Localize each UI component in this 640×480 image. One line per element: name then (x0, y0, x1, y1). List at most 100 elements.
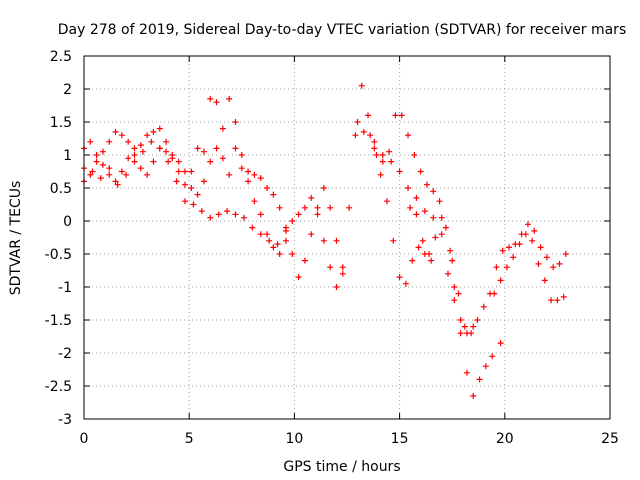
data-point (392, 112, 399, 119)
series-arc-6 (407, 204, 477, 337)
data-point (93, 158, 100, 165)
data-point (396, 274, 403, 281)
data-point (175, 158, 182, 165)
data-point (207, 158, 214, 165)
data-point (245, 178, 252, 185)
data-point (398, 112, 405, 119)
data-point (386, 148, 393, 155)
data-point (476, 376, 483, 383)
data-point (224, 208, 231, 215)
data-point (282, 237, 289, 244)
data-point (194, 145, 201, 152)
data-point (274, 241, 281, 248)
x-tick-label: 15 (391, 431, 409, 447)
data-point (396, 168, 403, 175)
data-point (474, 317, 481, 323)
x-tick-label: 0 (80, 431, 89, 447)
data-point (251, 198, 258, 205)
data-point (438, 214, 445, 221)
data-point (163, 138, 170, 145)
data-point (251, 171, 258, 178)
y-tick-label: 0.5 (50, 181, 72, 197)
data-point (354, 119, 361, 125)
data-point (207, 95, 214, 102)
data-point (131, 152, 138, 158)
data-point (87, 171, 94, 178)
data-point (131, 158, 138, 165)
data-point (482, 363, 489, 370)
series-arc-4 (354, 112, 569, 337)
data-point (123, 171, 130, 178)
data-point (543, 254, 550, 261)
data-point (493, 264, 500, 271)
data-point (352, 132, 359, 139)
data-point (207, 214, 214, 221)
data-point (238, 165, 245, 172)
data-point (327, 264, 334, 271)
data-point (407, 204, 414, 211)
data-point (451, 297, 458, 304)
data-point (455, 290, 462, 297)
data-point (531, 227, 538, 234)
data-point (238, 152, 245, 158)
data-point (554, 297, 561, 304)
x-axis-label: GPS time / hours (283, 459, 400, 475)
y-tick-label: -2.5 (45, 379, 72, 395)
data-point (106, 165, 113, 172)
data-point (541, 277, 548, 284)
data-point (550, 264, 557, 271)
data-point (371, 138, 378, 145)
data-point (188, 168, 195, 175)
data-point (480, 303, 487, 310)
data-point (447, 247, 454, 254)
data-point (257, 175, 264, 182)
data-marks (81, 82, 569, 399)
data-point (535, 260, 542, 267)
series-arc-7 (491, 231, 567, 304)
data-point (510, 254, 517, 261)
data-point (402, 280, 409, 287)
data-point (417, 168, 424, 175)
data-point (257, 231, 264, 238)
data-point (213, 99, 220, 106)
data-point (270, 191, 277, 198)
data-point (181, 198, 188, 205)
data-point (131, 145, 138, 152)
data-point (470, 392, 477, 399)
data-point (150, 158, 157, 165)
data-point (457, 330, 464, 337)
y-tick-label: 2.5 (50, 49, 72, 65)
data-point (444, 270, 451, 277)
data-point (139, 148, 146, 155)
data-point (463, 369, 470, 376)
data-point (118, 168, 125, 175)
data-point (93, 152, 100, 158)
data-point (125, 138, 132, 145)
data-point (314, 204, 321, 211)
series-arc-5 (371, 138, 504, 399)
data-point (289, 218, 296, 224)
data-point (383, 198, 390, 205)
data-point (173, 178, 180, 185)
data-point (497, 277, 504, 284)
data-point (240, 214, 247, 221)
data-point (360, 128, 367, 135)
data-point (181, 181, 188, 188)
data-point (320, 185, 327, 191)
data-point (213, 145, 220, 152)
data-point (556, 260, 563, 267)
data-point (373, 152, 380, 158)
data-point (451, 284, 458, 290)
data-point (226, 95, 233, 102)
data-point (333, 284, 340, 290)
data-point (264, 231, 271, 238)
data-point (405, 185, 412, 191)
data-point (358, 82, 365, 89)
y-tick-label: 0 (63, 214, 72, 230)
data-point (449, 257, 456, 264)
data-point (333, 237, 340, 244)
data-point (457, 317, 464, 323)
series-arc-3 (81, 138, 289, 248)
data-point (430, 188, 437, 195)
data-point (257, 211, 264, 218)
